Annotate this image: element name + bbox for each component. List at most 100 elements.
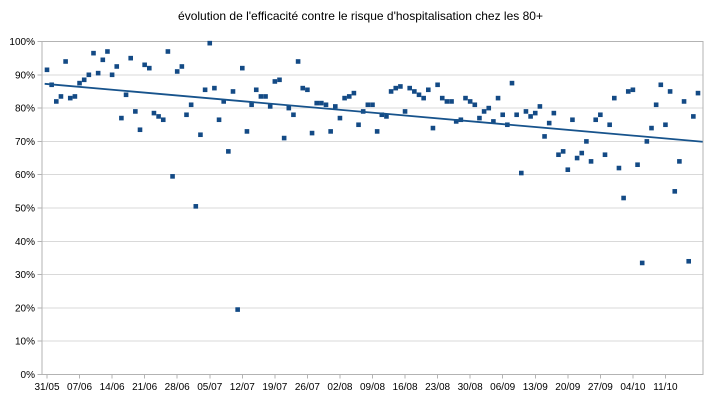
data-point xyxy=(202,87,208,93)
data-point xyxy=(519,170,524,176)
data-point xyxy=(393,85,399,91)
data-point xyxy=(649,125,654,131)
data-point xyxy=(407,85,412,91)
data-point xyxy=(453,119,459,124)
y-axis-label: 40% xyxy=(15,237,35,248)
data-point xyxy=(593,117,598,123)
data-point xyxy=(463,95,468,101)
data-point xyxy=(114,64,120,69)
x-axis-label: 26/07 xyxy=(295,382,320,393)
data-point xyxy=(532,110,538,116)
data-point xyxy=(672,189,678,194)
data-point xyxy=(263,94,268,99)
y-axis-label: 90% xyxy=(15,70,35,81)
data-point xyxy=(584,139,589,144)
data-point xyxy=(416,92,422,98)
x-axis-label: 30/08 xyxy=(458,382,483,393)
x-axis-label: 23/08 xyxy=(425,382,450,393)
data-point xyxy=(184,112,189,118)
data-point xyxy=(370,102,375,108)
data-point xyxy=(147,65,152,71)
data-point xyxy=(105,49,110,54)
data-point xyxy=(653,102,659,108)
data-point xyxy=(486,105,492,111)
data-point xyxy=(365,102,371,108)
data-point xyxy=(258,94,264,99)
x-axis-label: 05/07 xyxy=(197,382,222,393)
data-point xyxy=(398,84,403,89)
data-point xyxy=(574,155,580,161)
x-axis-label: 12/07 xyxy=(230,382,255,393)
data-point xyxy=(500,112,505,118)
data-point xyxy=(495,95,501,101)
data-point xyxy=(165,49,171,54)
data-point xyxy=(509,80,515,86)
data-point xyxy=(379,112,385,118)
data-point xyxy=(91,50,96,56)
x-axis-label: 16/08 xyxy=(393,382,418,393)
x-axis-label: 11/10 xyxy=(653,382,678,393)
x-axis-label: 14/06 xyxy=(100,382,125,393)
data-point xyxy=(491,119,496,124)
data-point xyxy=(300,85,306,91)
data-point xyxy=(286,105,292,111)
data-point xyxy=(170,174,175,179)
y-axis-label: 100% xyxy=(9,37,35,48)
data-point xyxy=(686,258,691,264)
data-point xyxy=(95,70,101,76)
data-point xyxy=(444,99,450,104)
data-point xyxy=(198,132,203,138)
data-point xyxy=(123,92,129,98)
data-point xyxy=(551,110,557,116)
data-point xyxy=(281,135,287,141)
x-axis-label: 02/08 xyxy=(327,382,352,393)
data-point xyxy=(588,159,594,164)
data-point xyxy=(128,55,133,61)
data-point xyxy=(291,112,296,118)
data-point xyxy=(179,64,185,69)
data-point xyxy=(426,87,431,93)
data-point xyxy=(435,82,440,88)
data-point xyxy=(63,59,68,64)
x-axis-label: 07/06 xyxy=(67,382,92,393)
data-point xyxy=(523,109,529,114)
data-point xyxy=(272,79,278,84)
data-point xyxy=(156,114,161,119)
x-axis-label: 27/09 xyxy=(588,382,613,393)
data-point xyxy=(44,67,50,73)
data-point xyxy=(305,87,310,93)
data-point xyxy=(607,122,612,128)
data-point xyxy=(616,165,622,171)
data-point xyxy=(695,90,701,96)
data-point xyxy=(337,115,343,121)
y-axis-label: 20% xyxy=(15,303,35,314)
x-axis-label: 04/10 xyxy=(620,382,645,393)
data-point xyxy=(537,104,543,109)
data-point xyxy=(81,77,87,83)
data-point xyxy=(412,89,417,94)
data-point xyxy=(346,94,352,99)
data-point xyxy=(240,65,245,71)
data-point xyxy=(430,125,436,131)
data-point xyxy=(625,89,631,94)
chart-title: évolution de l'efficacité contre le risq… xyxy=(178,9,543,23)
data-point xyxy=(472,102,478,108)
data-point xyxy=(67,95,73,101)
y-axis-label: 10% xyxy=(15,337,35,348)
data-point xyxy=(467,99,473,104)
data-point xyxy=(333,104,338,109)
data-point xyxy=(644,139,650,144)
data-point xyxy=(630,87,636,93)
data-point xyxy=(667,89,673,94)
data-point xyxy=(221,99,226,104)
data-point xyxy=(421,95,426,101)
data-point xyxy=(328,129,333,134)
data-point xyxy=(151,110,157,116)
data-point xyxy=(54,99,59,104)
data-point xyxy=(514,112,519,118)
data-point xyxy=(639,260,645,266)
data-point xyxy=(565,167,571,173)
data-point xyxy=(439,95,445,101)
data-point xyxy=(314,100,319,106)
